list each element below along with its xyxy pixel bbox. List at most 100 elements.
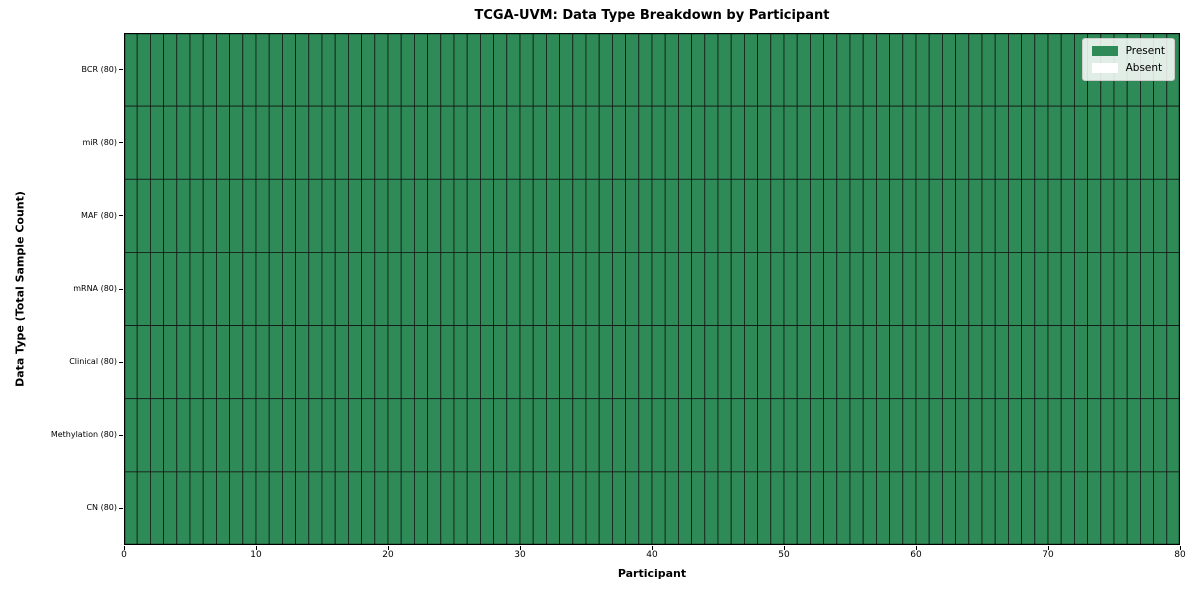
heatmap-cell: [1087, 252, 1102, 326]
heatmap-cell: [955, 398, 970, 473]
heatmap-cell: [968, 252, 983, 326]
heatmap-cell: [413, 178, 428, 253]
heatmap-cell: [347, 471, 362, 545]
heatmap-cell: [625, 398, 640, 473]
heatmap-cell: [611, 33, 626, 107]
heatmap-cell: [598, 105, 613, 180]
heatmap-cell: [1087, 105, 1102, 180]
heatmap-cell: [163, 105, 178, 180]
heatmap-cell: [902, 398, 917, 473]
x-tick-label: 80: [1174, 550, 1186, 560]
heatmap-cell: [400, 33, 415, 107]
heatmap-cell: [717, 325, 732, 400]
heatmap-cell: [796, 252, 811, 326]
heatmap-cell: [889, 178, 904, 253]
heatmap-cell: [163, 398, 178, 473]
heatmap-cell: [783, 33, 798, 107]
heatmap-cell: [876, 33, 891, 107]
heatmap-cell: [968, 33, 983, 107]
heatmap-cell: [413, 105, 428, 180]
heatmap-cell: [255, 33, 270, 107]
heatmap-cell: [638, 325, 653, 400]
heatmap-cell: [334, 252, 349, 326]
heatmap-cell: [1074, 398, 1089, 473]
heatmap-cell: [334, 471, 349, 545]
heatmap-cell: [124, 325, 138, 400]
heatmap-cell: [1074, 105, 1089, 180]
heatmap-cell: [1047, 471, 1062, 545]
heatmap-cell: [783, 398, 798, 473]
heatmap-cell: [1021, 105, 1036, 180]
heatmap-cell: [836, 398, 851, 473]
heatmap-cell: [176, 105, 191, 180]
heatmap-cell: [981, 398, 996, 473]
heatmap-cell: [598, 325, 613, 400]
heatmap-cell: [691, 398, 706, 473]
heatmap-cell: [1060, 252, 1075, 326]
heatmap-cell: [466, 33, 481, 107]
heatmap-cell: [1100, 398, 1115, 473]
heatmap-cell: [704, 178, 719, 253]
heatmap-cell: [149, 252, 164, 326]
heatmap-cell: [889, 33, 904, 107]
heatmap-cell: [532, 252, 547, 326]
x-tick-mark: [123, 546, 125, 550]
heatmap-cell: [730, 471, 745, 545]
heatmap-cell: [678, 178, 693, 253]
heatmap-cell: [519, 105, 534, 180]
heatmap-cell: [321, 398, 336, 473]
heatmap-cell: [968, 178, 983, 253]
heatmap-cell: [572, 471, 587, 545]
heatmap-cell: [1113, 252, 1128, 326]
heatmap-cell: [664, 33, 679, 107]
heatmap-cell: [242, 33, 257, 107]
heatmap-cell: [124, 178, 138, 253]
heatmap-cell: [149, 33, 164, 107]
heatmap-cell: [519, 178, 534, 253]
heatmap-cell: [572, 252, 587, 326]
heatmap-cell: [440, 252, 455, 326]
heatmap-cell: [453, 178, 468, 253]
heatmap-cell: [585, 325, 600, 400]
heatmap-cell: [427, 325, 442, 400]
heatmap-cell: [1008, 471, 1023, 545]
heatmap-cell: [823, 33, 838, 107]
heatmap-cell: [1166, 398, 1180, 473]
heatmap-cell: [783, 178, 798, 253]
heatmap-cell: [691, 325, 706, 400]
heatmap-cell: [268, 105, 283, 180]
heatmap-cell: [849, 398, 864, 473]
heatmap-cell: [1008, 325, 1023, 400]
heatmap-cell: [321, 33, 336, 107]
heatmap-cell: [519, 471, 534, 545]
heatmap-cell: [849, 105, 864, 180]
heatmap-cell: [994, 33, 1009, 107]
heatmap-cell: [281, 252, 296, 326]
heatmap-cell: [823, 105, 838, 180]
heatmap-cell: [611, 398, 626, 473]
heatmap-cell: [823, 252, 838, 326]
heatmap-cell: [136, 398, 151, 473]
heatmap-cell: [902, 325, 917, 400]
heatmap-cell: [1113, 325, 1128, 400]
heatmap-cell: [281, 398, 296, 473]
heatmap-cell: [717, 471, 732, 545]
heatmap-cell: [281, 178, 296, 253]
heatmap-cell: [1087, 398, 1102, 473]
heatmap-cell: [981, 252, 996, 326]
heatmap-cell: [440, 33, 455, 107]
heatmap-cell: [876, 398, 891, 473]
heatmap-cell: [796, 471, 811, 545]
x-tick-label: 20: [382, 550, 394, 560]
heatmap-cell: [361, 252, 376, 326]
heatmap-cell: [889, 252, 904, 326]
heatmap-cell: [717, 398, 732, 473]
heatmap-cell: [994, 325, 1009, 400]
heatmap-cell: [1008, 178, 1023, 253]
heatmap-cell: [625, 252, 640, 326]
heatmap-cell: [585, 33, 600, 107]
heatmap-cell: [453, 325, 468, 400]
heatmap-cell: [387, 325, 402, 400]
heatmap-cell: [202, 471, 217, 545]
heatmap-cell: [479, 105, 494, 180]
